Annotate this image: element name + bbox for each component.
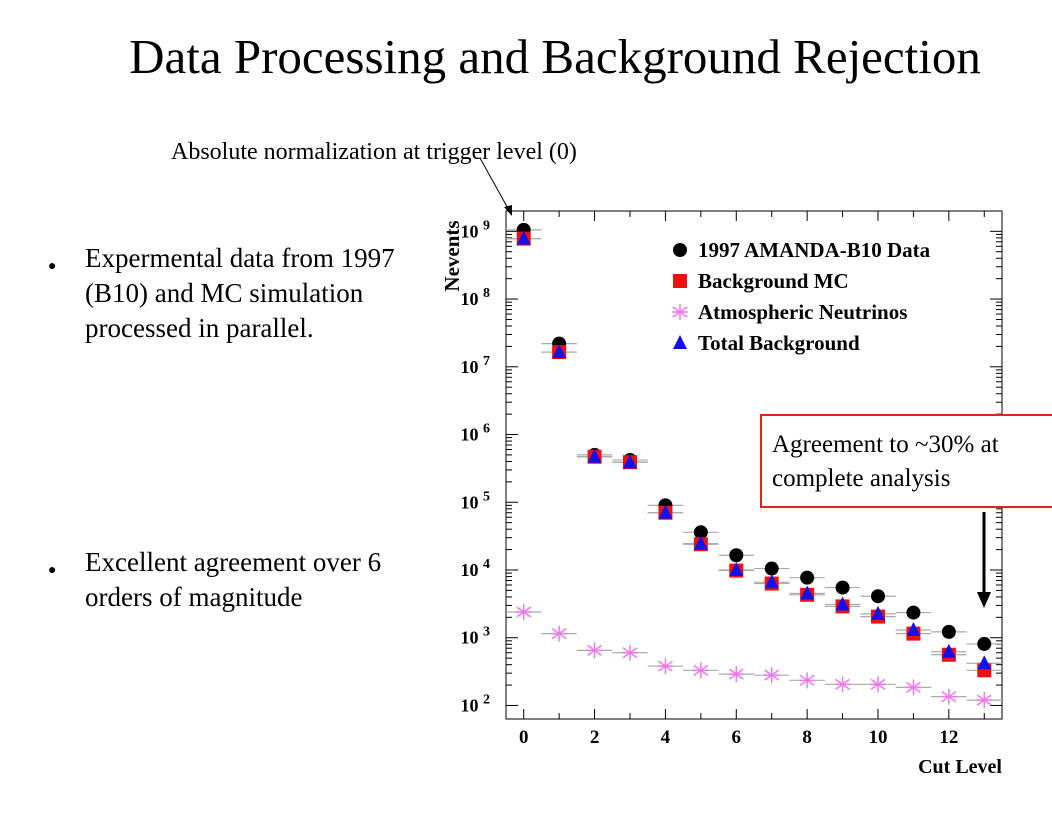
y-tick-label: 10 7 <box>461 354 491 377</box>
data-point-triangle <box>835 596 850 611</box>
data-point-asterisk <box>870 676 886 693</box>
data-point-circle <box>764 561 779 576</box>
legend-label: Atmospheric Neutrinos <box>698 300 907 324</box>
data-point-triangle <box>516 230 531 245</box>
data-point-circle <box>800 570 815 585</box>
legend-marker <box>673 335 687 349</box>
bullet-dot-icon: ● <box>48 259 57 274</box>
data-point-asterisk <box>622 644 638 661</box>
data-point-triangle <box>587 448 602 463</box>
legend-label: 1997 AMANDA-B10 Data <box>698 238 931 262</box>
x-tick-label: 12 <box>939 727 958 748</box>
data-point-triangle <box>693 535 708 550</box>
x-tick-label: 10 <box>869 727 888 748</box>
x-tick-label: 6 <box>732 727 742 748</box>
data-point-asterisk <box>515 603 532 620</box>
slide-title: Data Processing and Background Rejection <box>129 29 981 84</box>
y-tick-label: 10 6 <box>461 422 491 445</box>
data-point-asterisk <box>657 658 674 675</box>
bullet-text-1: Expermental data from 1997 (B10) and MC … <box>85 243 395 343</box>
agreement-line-1: Agreement to ~30% at <box>772 431 999 458</box>
data-point-asterisk <box>940 688 957 705</box>
data-point-triangle <box>552 344 567 359</box>
data-point-triangle <box>729 561 744 576</box>
y-tick-label: 10 4 <box>461 557 491 580</box>
y-axis-label: Nevents <box>440 220 464 291</box>
data-point-asterisk <box>763 667 780 684</box>
legend-marker <box>673 243 687 257</box>
data-point-triangle <box>906 622 921 637</box>
x-tick-label: 0 <box>519 727 529 748</box>
data-point-circle <box>835 580 850 595</box>
x-axis-label: Cut Level <box>918 756 1002 778</box>
data-point-circle <box>941 624 956 639</box>
normalization-arrowhead <box>504 205 512 216</box>
data-point-asterisk <box>586 642 603 659</box>
agreement-callout: Agreement to ~30% at complete analysis <box>760 414 1052 508</box>
data-point-asterisk <box>692 662 709 679</box>
data-point-circle <box>977 636 992 651</box>
normalization-annotation: Absolute normalization at trigger level … <box>171 139 577 165</box>
bullet-dot-icon: ● <box>48 563 57 578</box>
y-tick-label: 10 5 <box>461 489 491 512</box>
data-point-triangle <box>764 574 779 589</box>
y-tick-label: 10 3 <box>461 625 491 648</box>
y-tick-label: 10 2 <box>461 692 491 715</box>
legend-label: Background MC <box>698 269 849 293</box>
normalization-arrow <box>479 157 511 213</box>
data-point-asterisk <box>905 679 922 696</box>
data-point-asterisk <box>799 672 816 689</box>
data-point-circle <box>729 548 744 563</box>
x-tick-label: 4 <box>661 727 671 748</box>
data-point-circle <box>871 589 885 604</box>
agreement-arrowhead <box>977 592 991 608</box>
data-point-triangle <box>871 605 885 620</box>
legend-marker <box>672 304 688 320</box>
bullet-item-2: ● Excellent agreement over 6 orders of m… <box>48 545 428 615</box>
data-point-circle <box>906 605 921 620</box>
data-point-circle <box>693 525 708 540</box>
bullet-text-2: Excellent agreement over 6 orders of mag… <box>85 547 382 612</box>
data-point-asterisk <box>728 666 745 683</box>
x-tick-label: 8 <box>802 727 812 748</box>
legend-marker <box>673 274 687 288</box>
data-point-triangle <box>800 585 815 600</box>
data-point-asterisk <box>976 692 993 709</box>
data-point-asterisk <box>551 625 568 642</box>
data-point-triangle <box>977 655 992 670</box>
agreement-line-2: complete analysis <box>772 465 951 492</box>
data-point-triangle <box>658 504 673 519</box>
data-point-triangle <box>941 643 956 658</box>
data-point-asterisk <box>834 676 851 693</box>
y-tick-label: 10 8 <box>461 286 491 309</box>
bullet-item-1: ● Expermental data from 1997 (B10) and M… <box>48 241 428 346</box>
x-tick-label: 2 <box>590 727 600 748</box>
y-tick-label: 10 9 <box>461 218 491 241</box>
data-point-triangle <box>623 454 637 469</box>
legend-label: Total Background <box>698 331 860 355</box>
